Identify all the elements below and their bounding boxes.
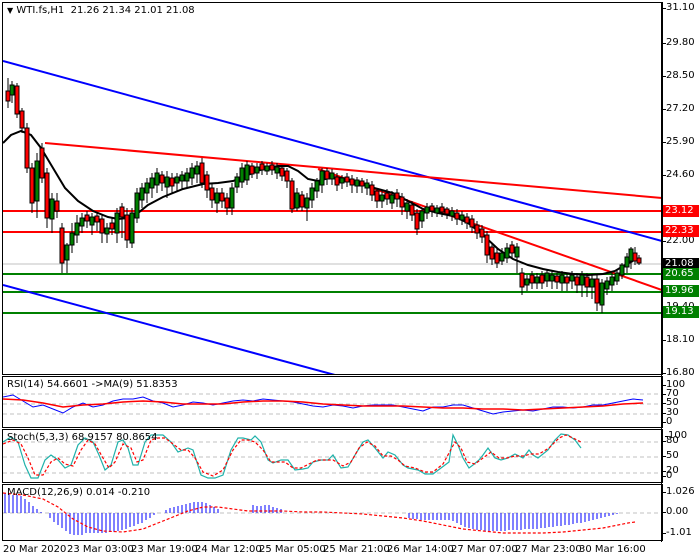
triangle-down-icon[interactable]: ▼ [7,6,14,15]
macd-signal-line [3,492,636,534]
price-tick: 16.80 [663,367,695,378]
current-price-tag: 21.08 [663,258,699,270]
time-tick: 23 Mar 03:00 [67,544,134,555]
price-tick: 27.20 [663,103,695,114]
time-tick: 27 Mar 23:00 [515,544,582,555]
stochastic-axis: 100 80 50 20 0 [662,429,700,483]
upper-resistance-trendline [44,142,662,199]
price-tick: 18.10 [663,334,695,345]
macd-canvas [3,492,662,535]
macd-pane[interactable]: MACD(12,26,9) 0.014 -0.210 [2,484,663,541]
time-tick: 26 Mar 14:00 [387,544,454,555]
macd-tick: -1.01 [663,527,692,538]
rsi-ma-line [3,398,644,411]
stochastic-label: Stoch(5,3,3) 68.9157 80.8654 [7,432,158,443]
stoch-tick: 50 [663,450,679,461]
time-tick: 25 Mar 21:00 [323,544,390,555]
rsi-tick: 70 [663,388,679,399]
rsi-tick: 0 [662,416,673,427]
stoch-tick: 80 [663,435,679,446]
price-tick: 22.00 [663,235,695,246]
resistance-tag-22-33: 22.33 [663,225,699,237]
time-tick: 30 Mar 16:00 [579,544,646,555]
lower-channel-trendline [3,284,336,374]
rsi-label: RSI(14) 54.6601 ->MA(9) 51.8353 [7,379,178,390]
time-tick: 25 Mar 05:00 [259,544,326,555]
candlesticks [5,78,642,313]
price-chart-canvas [3,60,662,374]
symbol-label: WTI.fs,H1 [16,5,65,16]
price-tick: 31.10 [663,2,695,13]
rsi-tick: 50 [663,397,679,408]
time-tick: 23 Mar 19:00 [131,544,198,555]
rsi-tick: 30 [663,407,679,418]
price-chart-pane[interactable]: ▼ WTI.fs,H1 21.26 21.34 21.01 21.08 [2,2,663,375]
price-tick: 24.60 [663,169,695,180]
time-tick: 27 Mar 07:00 [451,544,518,555]
time-tick: 20 Mar 2020 [3,544,67,555]
macd-tick: 1.026 [663,486,695,497]
price-tick: 29.80 [663,37,695,48]
axis-separator [661,2,662,542]
stoch-d-line [3,434,582,477]
support-tag-19-96: 19.96 [663,285,699,297]
macd-histogram [4,493,618,535]
time-tick: 24 Mar 12:00 [195,544,262,555]
rsi-line [3,394,644,415]
rsi-pane[interactable]: RSI(14) 54.6601 ->MA(9) 51.8353 [2,376,663,428]
stoch-tick: 100 [664,430,688,441]
price-axis[interactable]: 31.10 29.80 28.50 27.20 25.90 24.60 22.0… [662,0,700,378]
chart-title[interactable]: ▼ WTI.fs,H1 21.26 21.34 21.01 21.08 [7,5,195,16]
stochastic-canvas [3,433,662,479]
rsi-tick: 100 [662,379,686,390]
stoch-k-line [3,433,582,479]
support-tag-19-13: 19.13 [663,306,699,318]
price-tick: 28.50 [663,70,695,81]
macd-label: MACD(12,26,9) 0.014 -0.210 [7,487,151,498]
moving-average-line [3,129,634,277]
rsi-canvas [3,393,662,415]
stoch-tick: 0 [662,470,673,481]
rsi-axis: 100 70 50 30 0 [662,376,700,428]
upper-channel-trendline [3,60,662,242]
macd-axis: 1.026 0.00 -1.01 [662,484,700,541]
macd-tick: 0.00 [662,506,689,517]
price-tick: 25.90 [663,136,695,147]
resistance-tag-23-12: 23.12 [663,205,699,217]
stoch-tick: 20 [663,465,679,476]
stochastic-pane[interactable]: Stoch(5,3,3) 68.9157 80.8654 [2,429,663,483]
ohlc-values: 21.26 21.34 21.01 21.08 [70,5,195,16]
support-tag-20-65: 20.65 [663,268,699,280]
